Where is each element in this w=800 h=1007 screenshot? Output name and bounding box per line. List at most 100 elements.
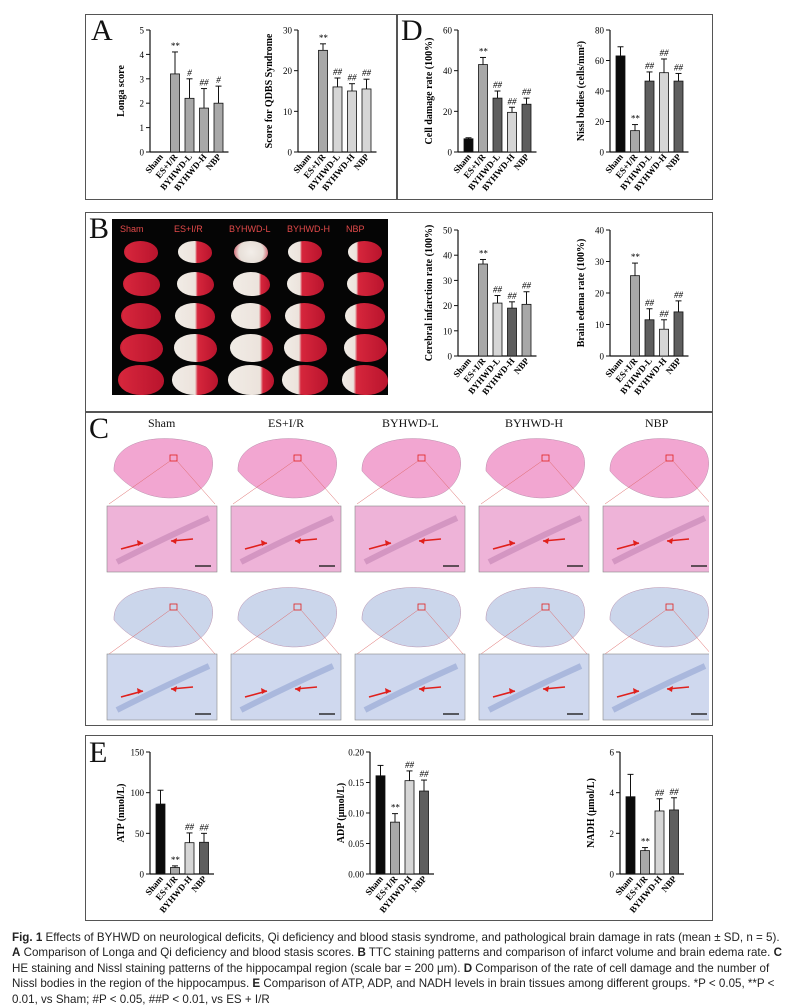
y-axis-label: Cell damage rate (100%): [424, 38, 435, 145]
caption-fig: Fig. 1: [12, 931, 43, 944]
bar: [155, 803, 166, 875]
brain-slice: [285, 303, 325, 329]
ttc-staining-photo: Sham ES+I/R BYHWD-L BYHWD-H NBP: [112, 219, 388, 395]
bar: [199, 107, 209, 153]
zoom-guide: [548, 460, 588, 505]
significance-mark: ##: [645, 298, 655, 308]
significance-mark: ##: [522, 281, 532, 291]
significance-mark: ##: [348, 73, 358, 83]
y-tick-label: 0.15: [348, 778, 364, 788]
brain-slice: [118, 365, 164, 395]
zoom-guide: [300, 609, 340, 655]
zoom-guide: [548, 609, 588, 655]
caption-e: Comparison of ATP, ADP, and NADH levels …: [263, 977, 691, 991]
significance-mark: ##: [508, 291, 518, 301]
arrowhead: [419, 538, 425, 544]
zoom-guide: [356, 460, 419, 505]
roi-box: [417, 454, 426, 462]
brain-slice: [232, 272, 270, 296]
arrowhead: [261, 540, 267, 546]
tissue-section: [609, 587, 709, 648]
tissue-section: [361, 587, 461, 648]
zoom-guide: [108, 460, 171, 505]
cell-layer: [487, 515, 583, 565]
bar: [630, 130, 640, 153]
roi-box: [169, 603, 178, 611]
tissue-section: [485, 587, 585, 648]
bar: [673, 311, 684, 357]
he-header-byhwd-l: BYHWD-L: [382, 416, 439, 430]
brain-slice: [121, 303, 161, 329]
x-tick-label: NBP: [664, 151, 684, 172]
brain-slice: [172, 365, 218, 395]
tissue-section: [485, 438, 585, 499]
cell-layer: [611, 663, 707, 713]
y-tick-label: 20: [595, 289, 605, 299]
significance-mark: ##: [362, 68, 372, 78]
significance-mark: ##: [674, 290, 684, 300]
tissue-section: [113, 587, 213, 648]
arrowhead: [137, 540, 143, 546]
caption-b-label: B: [357, 946, 366, 960]
tissue-section: [237, 587, 337, 648]
brain-slice: [122, 272, 160, 296]
y-tick-label: 20: [443, 107, 453, 117]
significance-mark: **: [171, 855, 181, 865]
x-tick-label: NBP: [409, 873, 429, 894]
arrowhead: [261, 688, 267, 694]
y-tick-label: 0.05: [348, 839, 364, 849]
caption-d: Comparison of the rate of cell damage an…: [12, 961, 770, 991]
arrowhead: [171, 538, 177, 544]
bar: [184, 842, 195, 875]
significance-mark: ##: [645, 61, 655, 71]
cell-layer: [239, 663, 335, 713]
y-axis-label: ATP (nmol/L): [116, 784, 127, 843]
y-tick-label: 20: [283, 66, 293, 76]
y-tick-label: 40: [443, 251, 453, 261]
bar: [463, 138, 474, 153]
zoom-guide: [424, 609, 464, 655]
y-tick-label: 4: [140, 50, 145, 60]
panel-c-label: C: [89, 412, 110, 445]
roi-box: [541, 454, 550, 462]
bar: [615, 55, 626, 153]
cell-layer: [115, 515, 211, 565]
significance-mark: #: [216, 75, 221, 85]
zoom-guide: [108, 609, 171, 655]
roi-box: [169, 454, 178, 462]
y-axis-label: ADP (μmol/L): [336, 783, 347, 843]
zoom-guide: [176, 460, 216, 505]
y-axis-label: Longa score: [116, 65, 127, 117]
zoom-guide: [480, 460, 543, 505]
bar: [673, 80, 684, 153]
arrowhead: [385, 688, 391, 694]
x-tick-label: NBP: [189, 873, 209, 894]
ttc-group-label: NBP: [346, 224, 365, 234]
brain-slice: [229, 334, 273, 362]
y-tick-label: 6: [610, 748, 615, 758]
arrowhead: [137, 688, 143, 694]
panel-a-label: A: [91, 14, 113, 47]
arrowhead: [419, 686, 425, 692]
bar: [478, 64, 488, 153]
brain-slice: [345, 303, 385, 329]
arrowhead: [171, 686, 177, 692]
panel-d-label: D: [401, 14, 423, 47]
bar: [347, 90, 357, 153]
brain-slice: [175, 303, 215, 329]
y-tick-label: 0: [448, 148, 453, 158]
brain-slice: [348, 241, 382, 263]
x-tick-label: NBP: [204, 151, 224, 172]
significance-mark: ##: [660, 48, 670, 58]
cell-layer: [363, 515, 459, 565]
brain-slice: [234, 241, 268, 263]
y-tick-label: 50: [135, 829, 145, 839]
roi-box: [417, 603, 426, 611]
arrowhead: [509, 688, 515, 694]
significance-mark: **: [631, 252, 641, 262]
figure-caption: Fig. 1 Effects of BYHWD on neurological …: [12, 930, 790, 1007]
roi-box: [665, 454, 674, 462]
x-tick-label: NBP: [352, 151, 372, 172]
